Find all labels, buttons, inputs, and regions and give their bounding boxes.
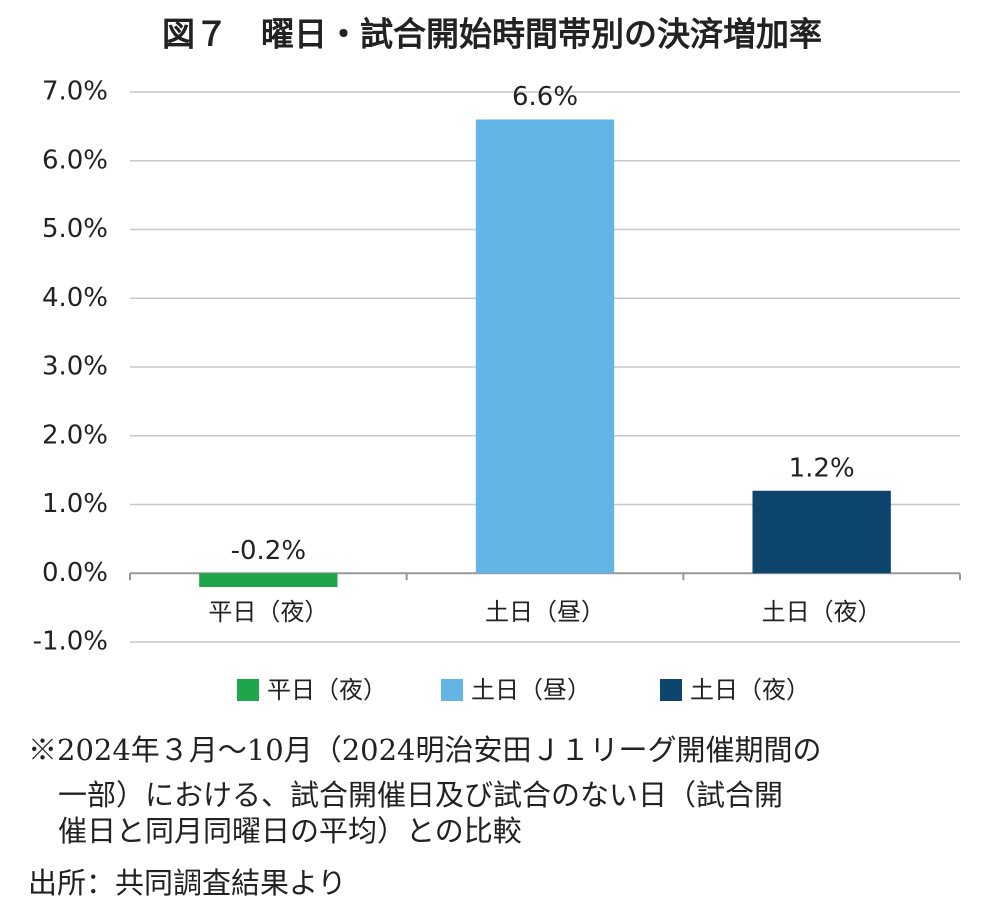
- value-label: 1.2%: [789, 453, 855, 483]
- y-tick-label: 2.0%: [42, 420, 108, 450]
- legend-label: 平日（夜）: [267, 676, 387, 704]
- note-line: 催日と同月同曜日の平均）との比較: [58, 814, 522, 848]
- source: 出所：共同調査結果より: [28, 866, 346, 900]
- legend-swatch: [237, 679, 259, 701]
- y-tick-label: 7.0%: [42, 77, 108, 107]
- bar: [199, 573, 338, 587]
- y-tick-label: 5.0%: [42, 214, 108, 244]
- note-line: 一部）における、試合開催日及び試合のない日（試合開: [58, 778, 783, 812]
- y-tick-label: -1.0%: [33, 627, 108, 657]
- x-tick-label: 平日（夜）: [208, 598, 328, 626]
- legend-label: 土日（昼）: [471, 676, 591, 704]
- y-tick-label: 3.0%: [42, 352, 108, 382]
- value-label: 6.6%: [512, 82, 578, 112]
- y-tick-label: 1.0%: [42, 489, 108, 519]
- legend-label: 土日（夜）: [690, 676, 810, 704]
- x-tick-label: 土日（昼）: [485, 598, 605, 626]
- y-tick-label: 6.0%: [42, 145, 108, 175]
- x-tick-label: 土日（夜）: [762, 598, 882, 626]
- legend-swatch: [441, 679, 463, 701]
- note-line: ※2024年３月～10月（2024明治安田Ｊ１リーグ開催期間の: [28, 733, 822, 767]
- y-tick-label: 0.0%: [42, 558, 108, 588]
- bar: [752, 490, 891, 574]
- chart-title: 図７ 曜日・試合開始時間帯別の決済増加率: [162, 15, 822, 54]
- bar: [475, 119, 615, 574]
- value-label: -0.2%: [231, 536, 306, 566]
- legend-swatch: [660, 679, 682, 701]
- y-tick-label: 4.0%: [42, 283, 108, 313]
